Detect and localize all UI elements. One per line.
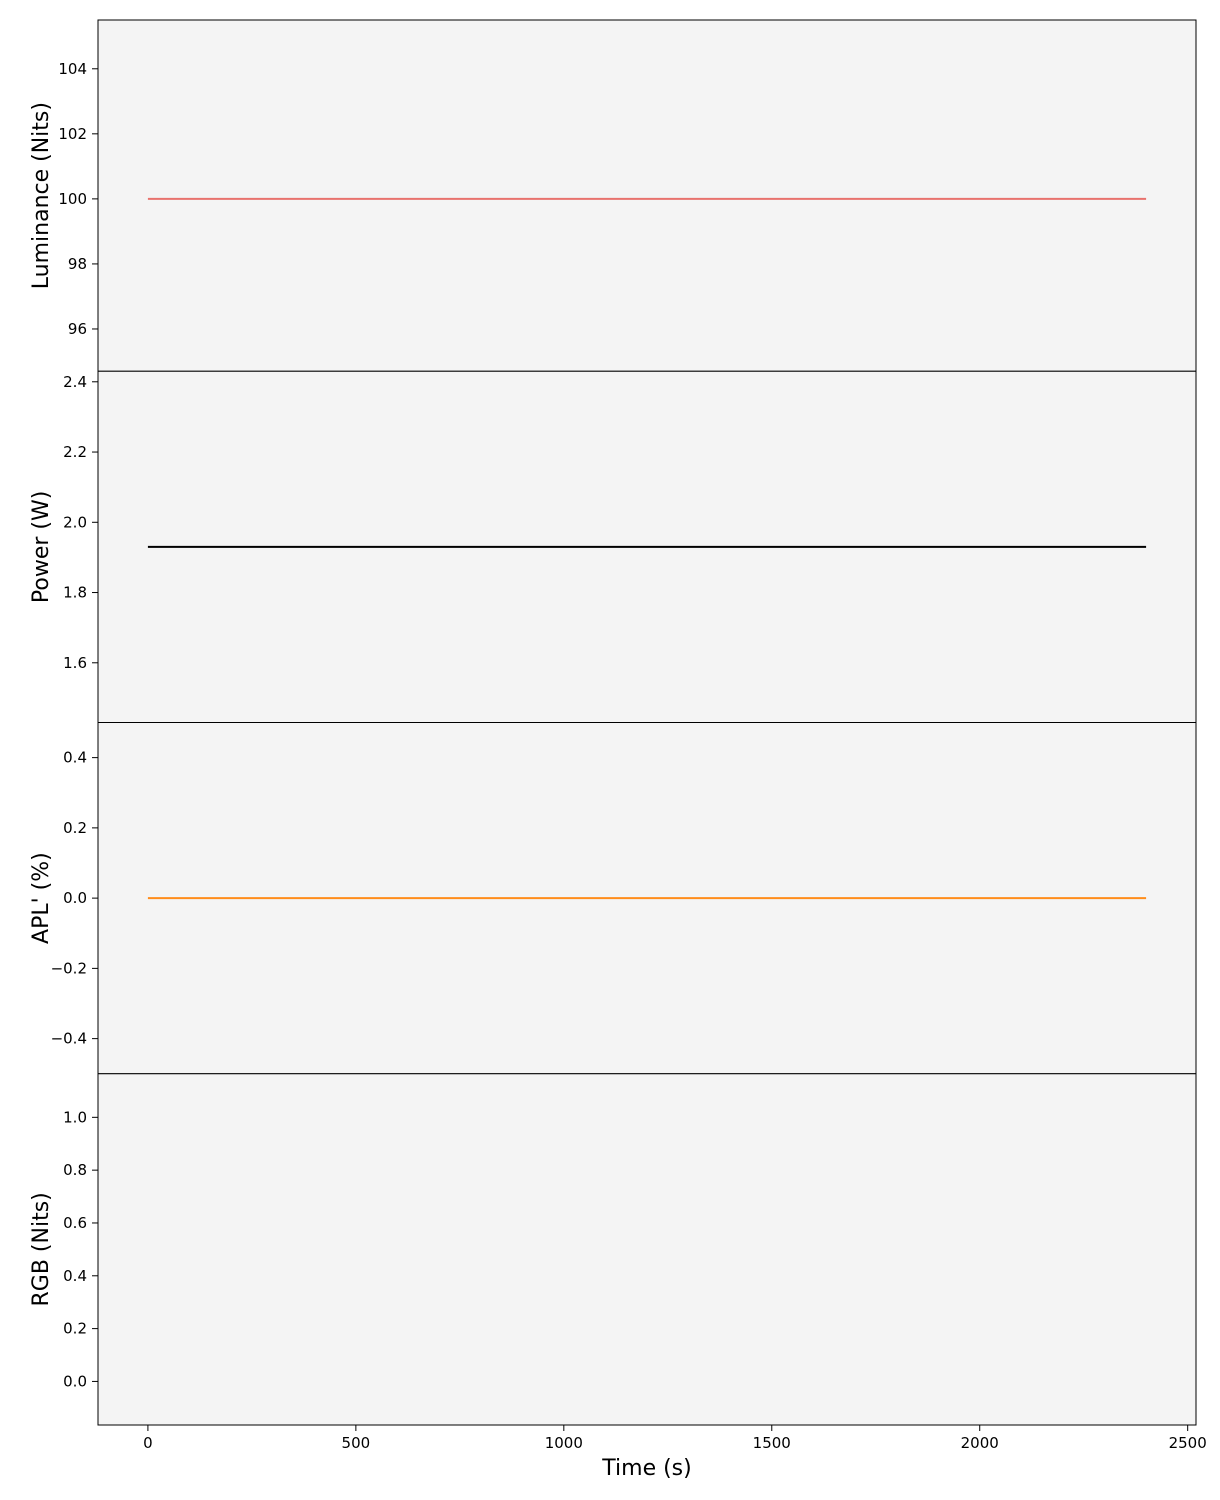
y-tick-label: 104 (58, 60, 87, 78)
panel-2: 1.6 1.8 2.0 2.2 2.4 Power (W) (29, 370, 1197, 723)
y-tick-label: 0.6 (63, 1214, 87, 1232)
x-tick-label: 500 (342, 1434, 371, 1452)
x-tick-label: 0 (143, 1434, 153, 1452)
x-tick-label: 1000 (545, 1434, 583, 1452)
x-tick-label: 2500 (1169, 1434, 1207, 1452)
y-axis-label: Luminance (Nits) (29, 102, 54, 289)
y-tick-label: 0.0 (63, 889, 87, 907)
y-tick-label: 2.0 (63, 513, 87, 531)
y-tick-label: 1.8 (63, 584, 87, 602)
y-tick-label: 1.6 (63, 654, 87, 672)
y-tick-label: 100 (58, 190, 87, 208)
panel-3: −0.4 −0.2 0.0 0.2 0.4 APL' (%) (29, 722, 1197, 1075)
y-tick-label: 0.2 (63, 1320, 87, 1338)
y-tick-label: 96 (68, 320, 87, 338)
y-tick-label: 2.2 (63, 443, 87, 461)
y-tick-label: 0.4 (63, 1267, 87, 1285)
y-tick-label: 0.2 (63, 819, 87, 837)
y-tick-label: 102 (58, 125, 87, 143)
y-tick-label: 0.4 (63, 749, 87, 767)
x-tick-label: 1500 (753, 1434, 791, 1452)
y-tick-label: 98 (68, 255, 87, 273)
y-axis-label: APL' (%) (29, 852, 54, 944)
y-axis-label: Power (W) (29, 491, 54, 603)
panel-background (98, 1073, 1196, 1425)
y-tick-label: 1.0 (63, 1108, 87, 1126)
panel-background (98, 20, 1196, 372)
y-tick-label: −0.4 (51, 1030, 87, 1048)
x-tick-label: 2000 (961, 1434, 999, 1452)
y-tick-label: 0.8 (63, 1161, 87, 1179)
x-axis: 0 500 1000 1500 2000 2500 Time (s) (143, 1425, 1207, 1481)
y-tick-label: 0.0 (63, 1372, 87, 1390)
x-axis-label: Time (s) (601, 1456, 691, 1481)
y-tick-label: 2.4 (63, 373, 87, 391)
panel-4: 0.0 0.2 0.4 0.6 0.8 1.0 RGB (Nits) (29, 1073, 1197, 1426)
y-axis-label: RGB (Nits) (29, 1192, 54, 1306)
y-tick-label: −0.2 (51, 959, 87, 977)
panel-frame (97, 1073, 1197, 1426)
panel-1: 96 98 100 102 104 Luminance (Nits) (29, 19, 1197, 372)
